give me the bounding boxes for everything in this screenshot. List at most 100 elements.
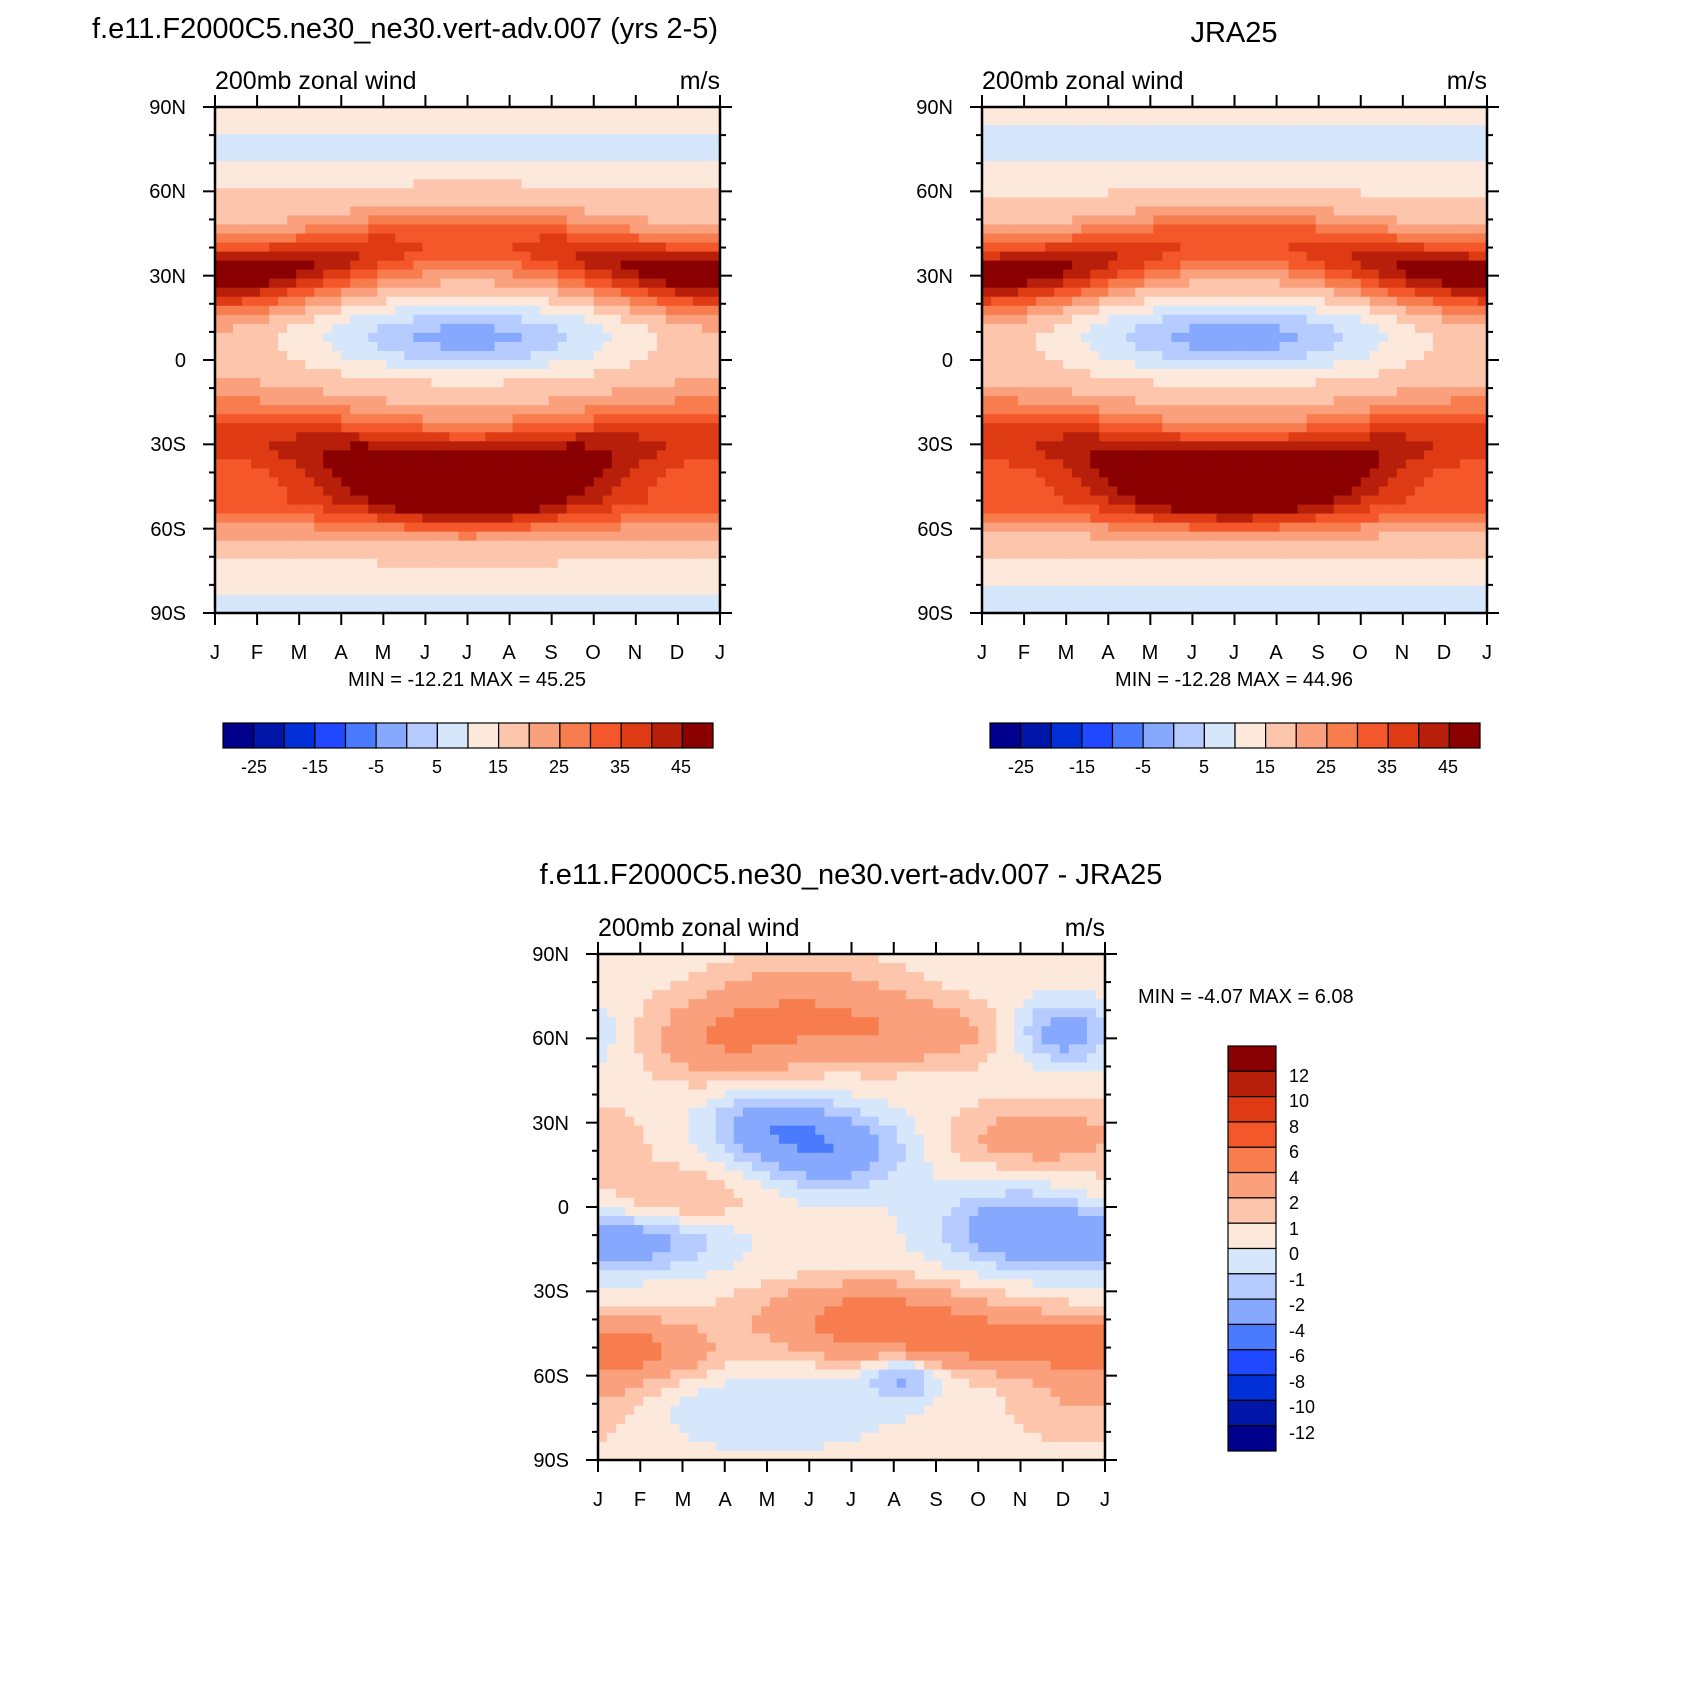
contour-cell	[1081, 351, 1091, 361]
contour-cell	[666, 432, 676, 442]
contour-cell	[1027, 116, 1037, 126]
contour-cell	[368, 568, 378, 578]
contour-cell	[1415, 369, 1425, 379]
contour-cell	[224, 351, 234, 361]
contour-cell	[1081, 179, 1091, 189]
contour-cell	[224, 261, 234, 271]
contour-cell	[1253, 170, 1263, 180]
contour-cell	[377, 215, 387, 225]
contour-cell	[1054, 378, 1064, 388]
contour-cell	[1370, 170, 1380, 180]
contour-cell	[1280, 215, 1290, 225]
contour-cell	[540, 523, 550, 533]
contour-cell	[242, 568, 252, 578]
contour-cell	[1361, 315, 1371, 325]
contour-cell	[585, 279, 595, 289]
contour-cell	[359, 143, 369, 153]
contour-cell	[359, 206, 369, 216]
contour-cell	[359, 450, 369, 460]
contour-cell	[1397, 188, 1407, 198]
contour-cell	[287, 333, 297, 343]
contour-cell	[594, 441, 604, 451]
contour-cell	[1072, 351, 1082, 361]
contour-cell	[1180, 134, 1190, 144]
contour-cell	[513, 550, 523, 560]
contour-cell	[1298, 134, 1308, 144]
contour-cell	[1000, 378, 1010, 388]
contour-cell	[576, 234, 586, 244]
contour-cell	[657, 369, 667, 379]
contour-cell	[386, 595, 396, 605]
contour-cell	[549, 351, 559, 361]
contour-cell	[1469, 351, 1479, 361]
contour-cell	[603, 532, 613, 542]
contour-cell	[1036, 261, 1046, 271]
contour-cell	[1018, 270, 1028, 280]
contour-cell	[612, 387, 622, 397]
contour-cell	[1469, 315, 1479, 325]
contour-cell	[567, 496, 577, 506]
contour-cell	[404, 306, 414, 316]
contour-cell	[1063, 270, 1073, 280]
contour-cell	[404, 459, 414, 469]
contour-cell	[1198, 152, 1208, 162]
contour-cell	[305, 541, 315, 551]
contour-cell	[332, 215, 342, 225]
contour-cell	[215, 586, 225, 596]
contour-cell	[1171, 179, 1181, 189]
contour-cell	[702, 243, 712, 253]
contour-cell	[1334, 306, 1344, 316]
contour-cell	[1081, 116, 1091, 126]
contour-cell	[693, 116, 703, 126]
contour-cell	[657, 468, 667, 478]
contour-cell	[982, 161, 992, 171]
contour-cell	[495, 405, 505, 415]
contour-cell	[440, 378, 450, 388]
contour-cell	[1271, 125, 1281, 135]
contour-cell	[1099, 215, 1109, 225]
contour-cell	[422, 170, 432, 180]
contour-cell	[612, 107, 622, 117]
contour-cell	[982, 252, 992, 262]
contour-cell	[1469, 324, 1479, 334]
contour-cell	[531, 568, 541, 578]
contour-cell	[666, 514, 676, 524]
contour-cell	[1433, 116, 1443, 126]
contour-cell	[314, 496, 324, 506]
contour-cell	[1153, 378, 1163, 388]
contour-cell	[630, 143, 640, 153]
contour-cell	[233, 423, 243, 433]
contour-cell	[1451, 378, 1461, 388]
contour-cell	[1370, 252, 1380, 262]
contour-cell	[224, 324, 234, 334]
contour-cell	[1370, 116, 1380, 126]
contour-cell	[1271, 197, 1281, 207]
contour-cell	[702, 342, 712, 352]
contour-cell	[359, 234, 369, 244]
contour-cell	[1135, 369, 1145, 379]
contour-cell	[323, 369, 333, 379]
contour-cell	[576, 152, 586, 162]
contour-cell	[1352, 288, 1362, 298]
contour-cell	[287, 487, 297, 497]
colorbar-swatch	[621, 723, 652, 748]
contour-cell	[233, 559, 243, 569]
contour-cell	[594, 215, 604, 225]
contour-cell	[567, 125, 577, 135]
contour-cell	[1334, 351, 1344, 361]
contour-cell	[404, 577, 414, 587]
contour-cell	[522, 459, 532, 469]
contour-cell	[585, 342, 595, 352]
contour-cell	[639, 541, 649, 551]
contour-cell	[612, 116, 622, 126]
contour-cell	[1135, 351, 1145, 361]
contour-cell	[477, 170, 487, 180]
contour-cell	[648, 450, 658, 460]
contour-cell	[1027, 234, 1037, 244]
contour-cell	[1370, 161, 1380, 171]
contour-cell	[675, 487, 685, 497]
contour-cell	[1225, 297, 1235, 307]
contour-cell	[1108, 243, 1118, 253]
contour-cell	[477, 378, 487, 388]
contour-cell	[341, 414, 351, 424]
